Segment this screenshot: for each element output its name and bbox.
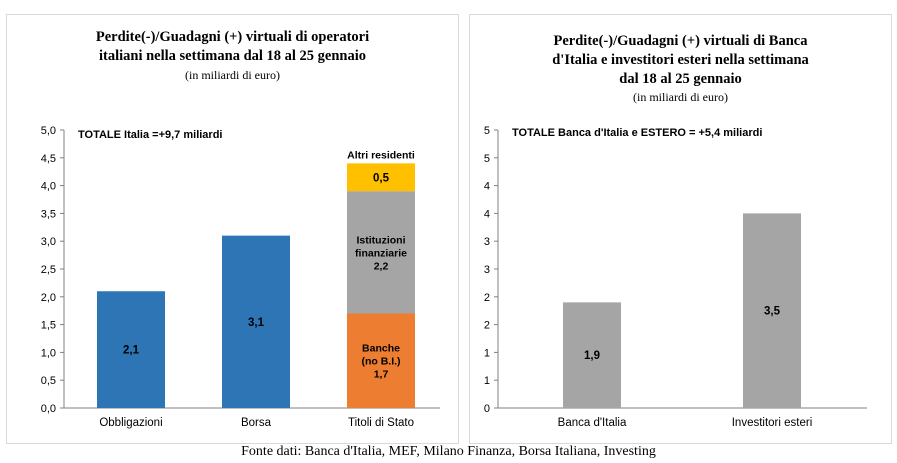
right-chart-total-annotation: TOTALE Banca d'Italia e ESTERO = +5,4 mi… bbox=[512, 127, 763, 139]
left-data-label: 1,7 bbox=[374, 369, 389, 381]
left-x-category-label: Titoli di Stato bbox=[348, 417, 414, 429]
left-bar-segment bbox=[347, 313, 415, 408]
left-chart-total-annotation: TOTALE Italia =+9,7 miliardi bbox=[78, 129, 223, 141]
left-y-tick-label: 4,0 bbox=[41, 181, 56, 193]
left-y-tick-label: 3,0 bbox=[41, 236, 56, 248]
left-y-tick-label: 3,5 bbox=[41, 208, 56, 220]
right-y-tick-label: 2 bbox=[484, 292, 490, 304]
left-y-tick-label: 0,5 bbox=[41, 375, 56, 387]
left-segment-top-label: Altri residenti bbox=[347, 149, 415, 161]
left-chart-title-line-1: Perdite(-)/Guadagni (+) virtuali di oper… bbox=[95, 29, 370, 45]
right-y-tick-label: 1 bbox=[484, 375, 490, 387]
right-y-tick-label: 0 bbox=[484, 403, 490, 415]
right-data-label: 1,9 bbox=[584, 350, 600, 362]
left-data-label: 2,1 bbox=[123, 345, 140, 357]
right-x-category-label: Banca d'Italia bbox=[558, 417, 627, 429]
left-data-label: Banche bbox=[362, 343, 400, 355]
left-y-tick-label: 2,0 bbox=[41, 292, 56, 304]
left-x-category-label: Borsa bbox=[241, 417, 272, 429]
right-bar-segment bbox=[743, 213, 801, 408]
left-chart-title-line-2: italiani nella settimana dal 18 al 25 ge… bbox=[98, 48, 367, 64]
right-x-category-label: Investitori esteri bbox=[732, 417, 813, 429]
left-bar-segment bbox=[347, 191, 415, 314]
right-y-tick-label: 5 bbox=[484, 153, 490, 165]
right-y-tick-label: 3 bbox=[484, 264, 490, 276]
right-y-tick-label: 5 bbox=[484, 125, 490, 137]
right-data-label: 3,5 bbox=[764, 306, 781, 318]
left-y-tick-label: 4,5 bbox=[41, 153, 56, 165]
left-y-tick-label: 5,0 bbox=[41, 125, 56, 137]
left-data-label: 2,2 bbox=[374, 260, 389, 272]
left-bar-segment bbox=[97, 291, 165, 408]
left-data-label: Istituzioni bbox=[357, 234, 406, 246]
right-chart-subtitle: (in miliardi di euro) bbox=[633, 90, 728, 104]
right-y-tick-label: 4 bbox=[484, 181, 490, 193]
right-y-tick-label: 4 bbox=[484, 208, 490, 220]
left-chart-subtitle: (in miliardi di euro) bbox=[185, 68, 280, 82]
right-y-tick-label: 1 bbox=[484, 347, 490, 359]
left-y-tick-label: 2,5 bbox=[41, 264, 56, 276]
right-chart-title-line-1: Perdite(-)/Guadagni (+) virtuali di Banc… bbox=[553, 33, 808, 49]
right-chart-title-line-3: dal 18 al 25 gennaio bbox=[619, 71, 742, 87]
left-bar-segment bbox=[222, 235, 290, 408]
left-y-tick-label: 1,5 bbox=[41, 320, 56, 332]
left-data-label: (no B.I.) bbox=[361, 356, 400, 368]
right-y-tick-label: 2 bbox=[484, 320, 490, 332]
left-bar-segment bbox=[347, 163, 415, 192]
left-y-tick-label: 1,0 bbox=[41, 347, 56, 359]
left-y-tick-label: 0,0 bbox=[41, 403, 56, 415]
right-chart-title-line-2: d'Italia e investitori esteri nella sett… bbox=[552, 52, 809, 68]
source-note: Fonte dati: Banca d'Italia, MEF, Milano … bbox=[241, 444, 656, 459]
left-data-label: 0,5 bbox=[373, 172, 390, 184]
left-data-label: finanziarie bbox=[355, 247, 407, 259]
left-x-category-label: Obbligazioni bbox=[99, 417, 162, 429]
right-y-tick-label: 3 bbox=[484, 236, 490, 248]
left-data-label: 3,1 bbox=[248, 317, 265, 329]
right-bar-segment bbox=[563, 302, 621, 408]
right-chart-panel: Perdite(-)/Guadagni (+) virtuali di Banc… bbox=[469, 14, 892, 444]
